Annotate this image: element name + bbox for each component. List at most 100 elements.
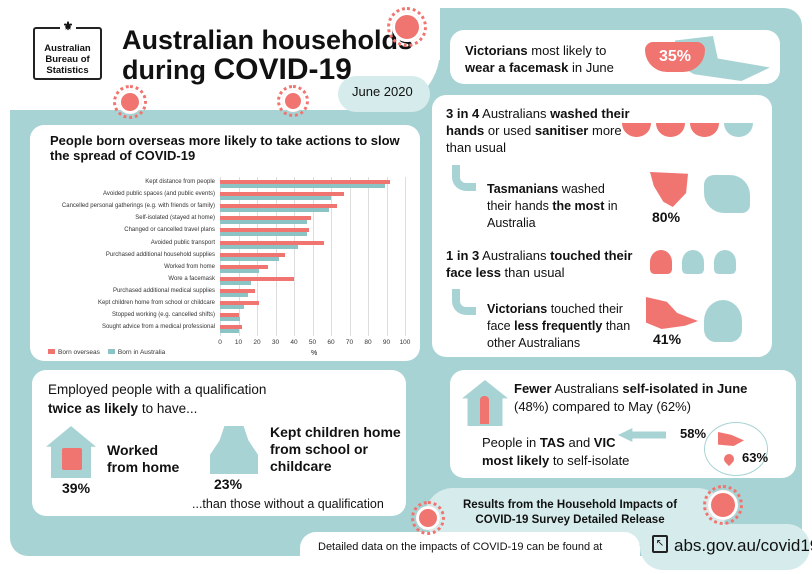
legend: Born overseas Born in Australia (48, 349, 165, 356)
facemask-icon: 35% (645, 42, 705, 72)
bar-born-in-australia (220, 268, 259, 273)
x-tick-label: 100 (399, 339, 411, 347)
release-title: Results from the Household Impacts of CO… (462, 499, 678, 526)
x-tick-label: 20 (253, 339, 261, 347)
washing-hands-icon (704, 175, 750, 213)
legend-item-born-in-australia: Born in Australia (107, 349, 165, 356)
face-icon (682, 250, 704, 274)
category-label: Kept distance from people (145, 179, 215, 185)
category-label: Purchased additional household supplies (105, 251, 215, 258)
tasmania-handwash-value: 80% (652, 209, 681, 225)
sink-icon (724, 123, 753, 137)
hygiene-panel: 3 in 4 Australians washed their hands or… (432, 95, 772, 357)
bar-born-in-australia (220, 329, 239, 334)
x-tick-label: 70 (345, 339, 354, 347)
bar-born-in-australia (220, 292, 248, 297)
arrow-icon (452, 165, 476, 191)
x-tick-label: 60 (327, 339, 335, 347)
bar-born-in-australia (220, 280, 252, 285)
face-icon (650, 250, 672, 274)
sink-icon (656, 123, 685, 137)
bar-born-overseas (220, 252, 285, 257)
x-tick-label: 10 (234, 339, 243, 347)
face-touch-icon (704, 300, 742, 342)
bar-born-in-australia (220, 196, 331, 201)
x-tick-label: 40 (290, 339, 298, 347)
category-label: Changed or cancelled travel plans (124, 227, 215, 234)
category-label: Avoided public transport (150, 239, 215, 246)
cursor-click-icon: ↖ (652, 535, 668, 553)
family-icon (210, 426, 258, 474)
gridline (349, 177, 351, 337)
bar-born-overseas (220, 180, 391, 184)
category-label: Self-isolated (stayed at home) (135, 215, 215, 222)
sink-icon (622, 123, 651, 137)
category-label: Sought advice from a medical professiona… (101, 324, 215, 331)
bar-born-overseas (220, 313, 239, 318)
facemask-panel: Victorians most likely to wear a facemas… (450, 30, 780, 84)
arrow-left-icon (618, 428, 666, 442)
category-label: Purchased additional medical supplies (112, 287, 215, 294)
kept-children-home-value: 23% (214, 476, 243, 492)
abs-covid19-link[interactable]: abs.gov.au/covid19 (674, 536, 812, 555)
gridline (368, 177, 369, 337)
gridline (294, 177, 295, 337)
x-tick-label: 50 (308, 339, 317, 347)
laptop-icon (62, 448, 82, 470)
x-tick-label: 80 (364, 339, 372, 347)
gridline (312, 177, 314, 337)
bar-born-overseas (220, 288, 256, 293)
gridline (405, 177, 406, 337)
bar-born-overseas (220, 240, 324, 245)
face-icon (714, 250, 736, 274)
victoria-face-value: 41% (653, 331, 682, 347)
x-axis-label: % (311, 350, 318, 357)
bar-born-in-australia (220, 208, 330, 213)
bar-born-overseas (220, 301, 259, 305)
bar-born-in-australia (220, 232, 307, 237)
worked-from-home-value: 39% (62, 480, 91, 496)
victoria-map-icon (646, 297, 698, 329)
category-label: Avoided public spaces (and public events… (103, 191, 215, 198)
x-tick-label: 30 (271, 339, 280, 347)
qualification-panel: Employed people with a qualification twi… (32, 370, 406, 516)
abs-logo: ⚜ Australian Bureau of Statistics (33, 19, 102, 80)
bar-born-in-australia (220, 256, 280, 261)
detail-text: Detailed data on the impacts of COVID-19… (318, 541, 603, 553)
bar-born-overseas (220, 204, 337, 209)
bar-chart: 0 10 20 30 40 50 60 70 80 90 100 Kept distance from… (30, 125, 420, 361)
bar-born-overseas (220, 325, 243, 330)
bar-born-overseas (220, 228, 309, 233)
tasmania-map-icon (650, 172, 688, 207)
page-title: Australian households during COVID-19 (122, 25, 414, 86)
chart-title: People born overseas more likely to take… (50, 133, 400, 163)
qualification-outro: ...than those without a qualification (192, 497, 384, 511)
chart-panel: People born overseas more likely to take… (30, 125, 420, 361)
kept-children-home-label: Kept children home from school or childc… (270, 424, 401, 474)
bar-born-overseas (220, 216, 311, 221)
bar-born-in-australia (220, 244, 298, 249)
person-icon (480, 396, 489, 424)
virus-icon (703, 485, 743, 525)
virus-icon (277, 85, 309, 117)
x-tick-label: 0 (218, 339, 222, 347)
isolation-panel: Fewer Australians self-isolated in June … (450, 370, 796, 478)
bar-born-in-australia (220, 184, 385, 188)
x-tick-label: 90 (382, 339, 391, 347)
worked-from-home-label: Worked from home (107, 442, 180, 475)
category-label: Kept children home from school or childc… (97, 300, 215, 306)
arrow-icon (452, 289, 476, 315)
face-touch-icons (650, 250, 736, 274)
map-circle (704, 422, 768, 476)
category-label: Cancelled personal gatherings (e.g. with… (61, 203, 215, 210)
gridline (386, 177, 388, 337)
category-label: Wore a facemask (168, 275, 215, 282)
gridline (331, 177, 332, 337)
date-cloud: June 2020 (338, 76, 430, 112)
vic-value: 58% (680, 426, 707, 441)
bar-born-overseas (220, 264, 269, 269)
footer-white (300, 532, 640, 574)
bar-born-in-australia (220, 305, 245, 309)
bar-born-in-australia (220, 317, 241, 322)
tas-value: 63% (742, 450, 769, 465)
